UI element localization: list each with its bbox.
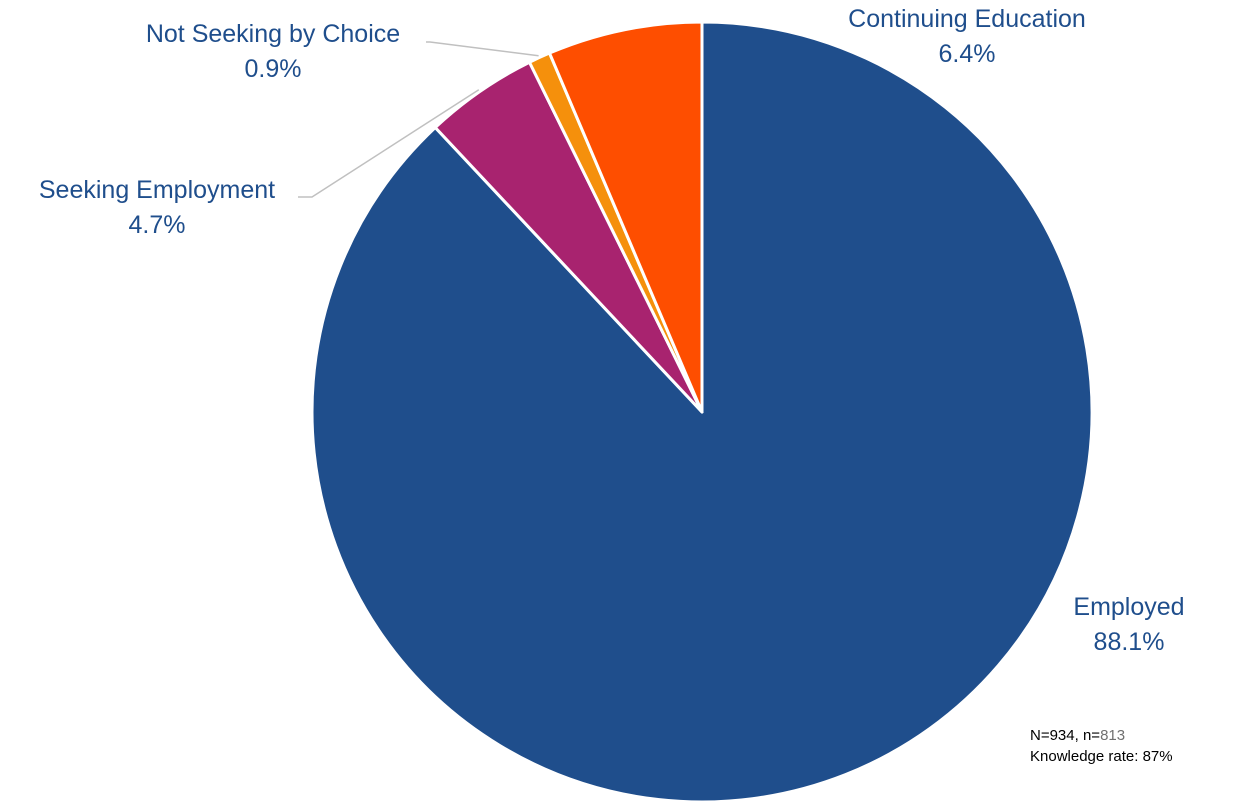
- sample-size-line: N=934, n=813: [1030, 725, 1173, 746]
- label-employed-name: Employed: [1073, 593, 1184, 621]
- knowledge-rate: Knowledge rate: 87%: [1030, 748, 1173, 765]
- leader-line-seeking-employment: [298, 89, 480, 198]
- pie-slices: [310, 20, 1094, 803]
- leader-lines: [298, 41, 539, 198]
- label-employed-value: 88.1%: [1094, 628, 1165, 656]
- sample-size-text: N=934, n=: [1030, 727, 1101, 744]
- label-continuing-education-value: 6.4%: [939, 40, 996, 68]
- label-seeking-employment-name: Seeking Employment: [39, 176, 275, 204]
- label-continuing-education-name: Continuing Education: [848, 5, 1086, 33]
- label-not-seeking-value: 0.9%: [245, 55, 302, 83]
- label-not-seeking-name: Not Seeking by Choice: [146, 20, 400, 48]
- sample-note: N=934, n=813 Knowledge rate: 87%: [1030, 725, 1173, 767]
- leader-line-not-seeking: [426, 41, 539, 57]
- label-seeking-employment-value: 4.7%: [129, 211, 186, 239]
- sample-n-value: 813: [1100, 727, 1126, 744]
- pie-slice-continuing-education: [548, 20, 704, 414]
